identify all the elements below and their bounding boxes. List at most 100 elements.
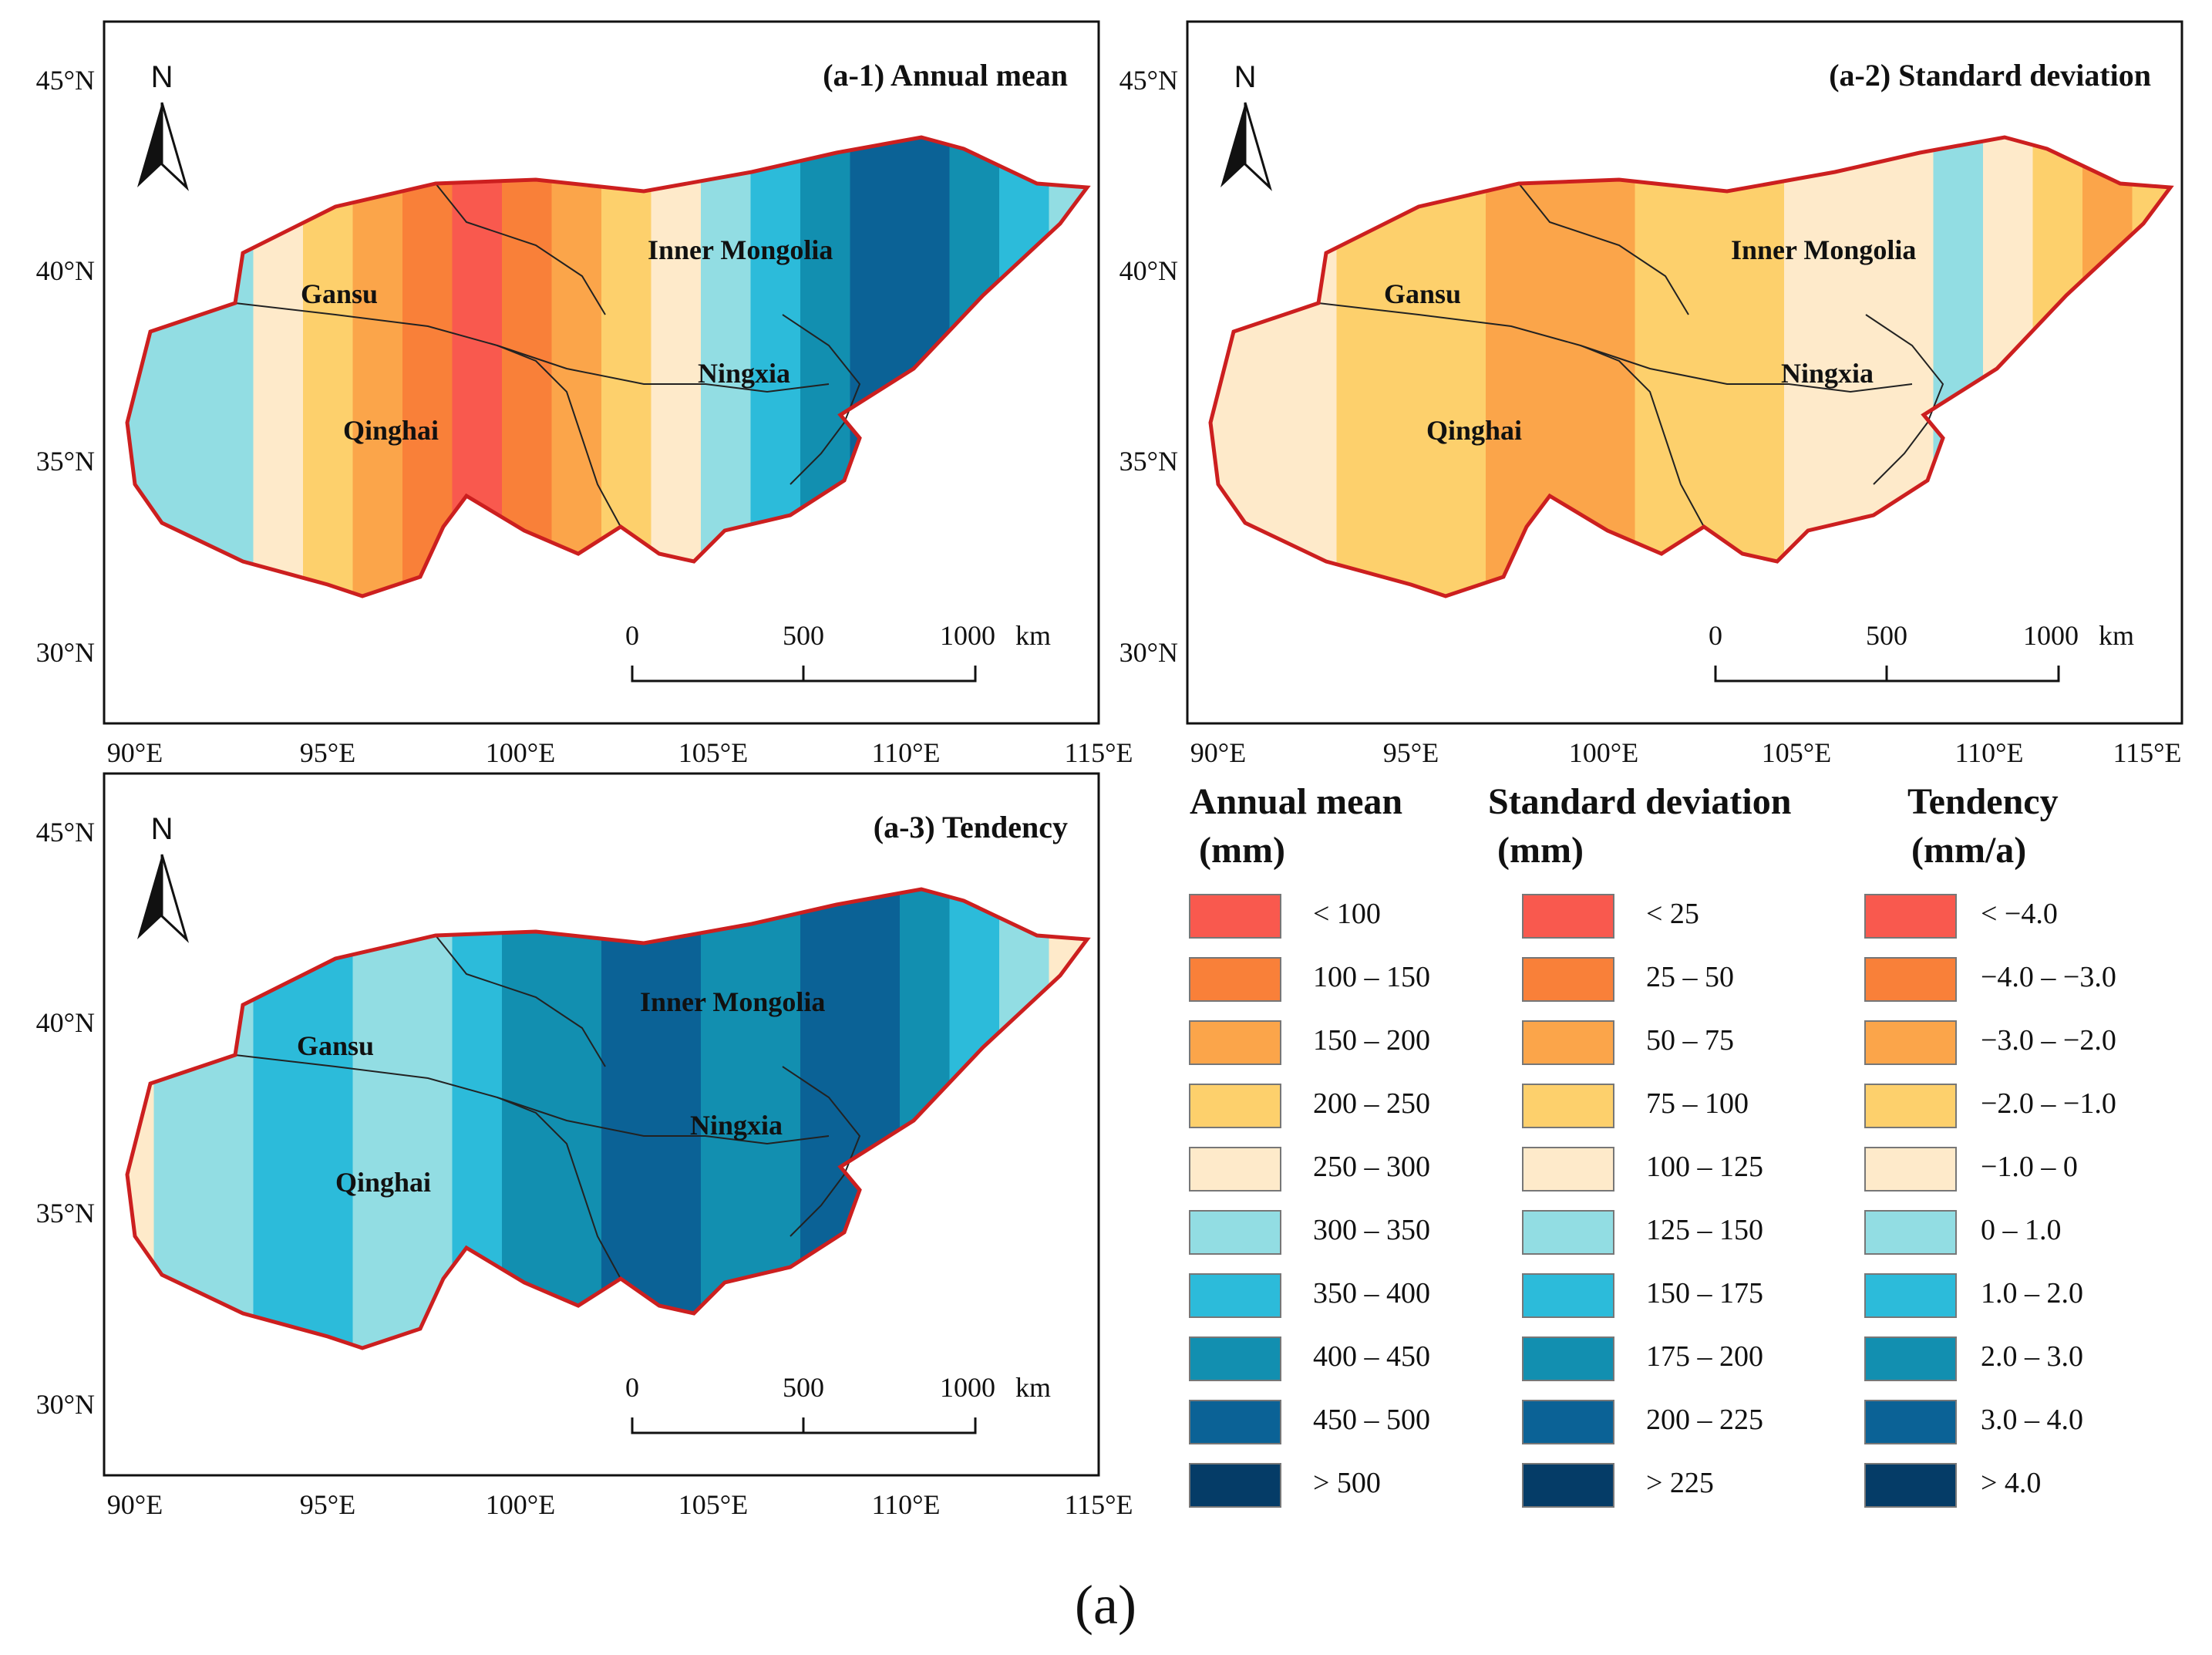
north-arrow: N bbox=[137, 812, 189, 943]
legend-swatch bbox=[1864, 1020, 1957, 1065]
legend-swatch bbox=[1864, 1463, 1957, 1508]
legend-class: −3.0 – −2.0 bbox=[1981, 1024, 2116, 1057]
legend-swatch bbox=[1864, 1147, 1957, 1192]
lon-tick: 90°E bbox=[107, 737, 163, 768]
legend-head: Tendency bbox=[1907, 781, 2059, 822]
legend-swatch bbox=[1189, 1336, 1281, 1381]
legend-swatch bbox=[1864, 957, 1957, 1002]
legend-swatch bbox=[1864, 1210, 1957, 1255]
raster-band bbox=[1486, 137, 1537, 596]
legend-swatch bbox=[1189, 1210, 1281, 1255]
lat-tick: 35°N bbox=[36, 446, 95, 477]
raster-band bbox=[651, 889, 702, 1348]
panel-title: (a-2) Standard deviation bbox=[1829, 58, 2151, 93]
legend-class: 150 – 175 bbox=[1646, 1277, 1763, 1310]
lon-ticks: 90°E 95°E 100°E 105°E 110°E 115°E bbox=[1190, 737, 2182, 768]
legend-swatch bbox=[1522, 1336, 1614, 1381]
legend-swatch bbox=[1522, 1084, 1614, 1128]
legend-swatch bbox=[1522, 1400, 1614, 1444]
legend-class: 125 – 150 bbox=[1646, 1214, 1763, 1246]
legend-swatch bbox=[1522, 1020, 1614, 1065]
legend-swatch bbox=[1189, 1273, 1281, 1318]
label-ningxia: Ningxia bbox=[1781, 358, 1874, 389]
north-label: N bbox=[151, 812, 173, 846]
lon-tick: 105°E bbox=[678, 1489, 748, 1520]
legend-swatch bbox=[1522, 1273, 1614, 1318]
north-arrow-icon bbox=[137, 103, 162, 187]
lon-tick: 100°E bbox=[1569, 737, 1638, 768]
raster-band bbox=[502, 889, 553, 1348]
scale-label-0: 0 bbox=[625, 1372, 639, 1403]
legend-class: 200 – 250 bbox=[1313, 1087, 1430, 1120]
lat-ticks: 45°N 40°N 35°N 30°N bbox=[36, 817, 95, 1420]
legend-class: 1.0 – 2.0 bbox=[1981, 1277, 2083, 1310]
legend-swatch bbox=[1189, 1463, 1281, 1508]
scale-label-500: 500 bbox=[1866, 620, 1907, 651]
lat-ticks: 45°N 40°N 35°N 30°N bbox=[36, 65, 95, 668]
legend-unit: (mm/a) bbox=[1911, 830, 2026, 871]
legend-class: 0 – 1.0 bbox=[1981, 1214, 2062, 1246]
label-ningxia: Ningxia bbox=[698, 358, 790, 389]
lat-tick: 45°N bbox=[36, 65, 95, 96]
legend-swatch bbox=[1864, 1400, 1957, 1444]
lon-tick: 115°E bbox=[2113, 737, 2181, 768]
scale-unit: km bbox=[1015, 620, 1051, 651]
lon-tick: 105°E bbox=[678, 737, 748, 768]
province-boundaries bbox=[1318, 183, 1944, 528]
label-qinghai: Qinghai bbox=[1426, 415, 1522, 446]
legend-class: 350 – 400 bbox=[1313, 1277, 1430, 1310]
legend-class: 250 – 300 bbox=[1313, 1151, 1430, 1183]
lat-tick: 45°N bbox=[1119, 65, 1178, 96]
raster-band bbox=[701, 889, 752, 1348]
raster-band bbox=[402, 137, 453, 596]
lat-tick: 30°N bbox=[1119, 637, 1178, 668]
lon-tick: 100°E bbox=[486, 737, 555, 768]
legend-swatch bbox=[1522, 894, 1614, 939]
lat-tick: 40°N bbox=[1119, 255, 1178, 286]
legend-class: < 100 bbox=[1313, 898, 1381, 930]
legend-unit: (mm) bbox=[1199, 830, 1285, 871]
lon-tick: 110°E bbox=[871, 737, 940, 768]
scale-label-500: 500 bbox=[783, 620, 824, 651]
legend-class: −2.0 – −1.0 bbox=[1981, 1087, 2116, 1120]
raster-band bbox=[601, 137, 652, 596]
legend-swatch bbox=[1189, 1147, 1281, 1192]
legend-head: Annual mean bbox=[1190, 781, 1402, 822]
raster-band bbox=[651, 137, 702, 596]
legend-column-annual-mean: Annual mean (mm) < 100 100 – 150 150 – 2… bbox=[1189, 781, 1430, 1508]
legend-class: 3.0 – 4.0 bbox=[1981, 1404, 2083, 1436]
raster-band bbox=[1685, 137, 1736, 596]
legend-swatch bbox=[1864, 1273, 1957, 1318]
raster-band bbox=[1436, 137, 1486, 596]
legend-class: > 225 bbox=[1646, 1467, 1714, 1499]
label-gansu: Gansu bbox=[301, 278, 378, 309]
scale-label-1000: 1000 bbox=[940, 1372, 995, 1403]
legend-class: 100 – 150 bbox=[1313, 961, 1430, 993]
lon-tick: 90°E bbox=[1190, 737, 1246, 768]
label-inner-mongolia: Inner Mongolia bbox=[640, 986, 825, 1017]
north-arrow: N bbox=[1220, 60, 1272, 191]
lon-tick: 95°E bbox=[300, 737, 355, 768]
legend-class: 450 – 500 bbox=[1313, 1404, 1430, 1436]
scale-bar: 0 500 1000 km bbox=[625, 620, 1051, 683]
panel-a1: (a-1) Annual mean N Inner Mongolia Gansu… bbox=[36, 20, 1133, 768]
lat-tick: 40°N bbox=[36, 1007, 95, 1038]
lon-tick: 115°E bbox=[1064, 737, 1133, 768]
legend-class: 300 – 350 bbox=[1313, 1214, 1430, 1246]
legend-class: −1.0 – 0 bbox=[1981, 1151, 2078, 1183]
label-gansu: Gansu bbox=[1384, 278, 1461, 309]
lon-tick: 95°E bbox=[300, 1489, 355, 1520]
legend-swatches bbox=[1189, 894, 1281, 1508]
legend-class: 400 – 450 bbox=[1313, 1340, 1430, 1373]
legend-swatch bbox=[1522, 1210, 1614, 1255]
raster-band bbox=[701, 137, 752, 596]
legend-swatch bbox=[1522, 1147, 1614, 1192]
legend-class: 150 – 200 bbox=[1313, 1024, 1430, 1057]
lon-tick: 95°E bbox=[1383, 737, 1439, 768]
lat-ticks: 45°N 40°N 35°N 30°N bbox=[1119, 65, 1178, 668]
lat-tick: 35°N bbox=[1119, 446, 1178, 477]
panel-title: (a-3) Tendency bbox=[874, 810, 1068, 844]
legend-swatch bbox=[1189, 1400, 1281, 1444]
panel-a3: (a-3) Tendency N Inner Mongolia Gansu Ni… bbox=[36, 772, 1133, 1520]
lat-tick: 30°N bbox=[36, 1389, 95, 1420]
